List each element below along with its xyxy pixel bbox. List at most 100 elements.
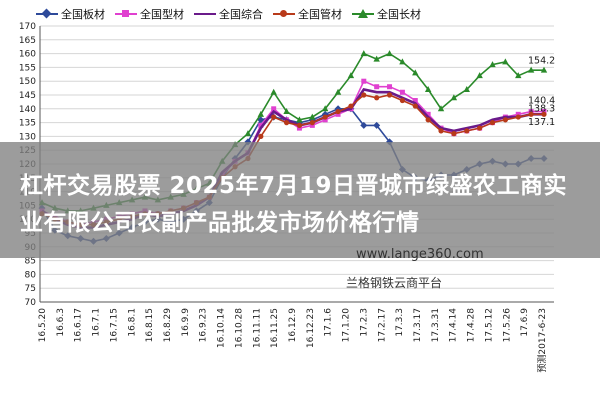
triangle-marker-icon <box>352 9 374 19</box>
data-point <box>476 72 483 79</box>
y-tick-label: 145 <box>19 91 36 101</box>
x-tick-label: 17.4.14 <box>449 308 459 343</box>
data-point <box>502 117 508 123</box>
legend-item-plate[interactable]: 全国板材 <box>36 6 105 22</box>
y-tick-label: 130 <box>19 132 36 142</box>
data-point <box>424 85 432 92</box>
data-point <box>361 78 367 84</box>
data-point <box>412 103 418 109</box>
line-marker-icon <box>194 9 216 19</box>
x-tick-label: 17.3.3 <box>395 308 405 337</box>
data-point <box>502 58 509 65</box>
x-tick-label: 17.3.31 <box>431 308 441 342</box>
x-tick-label: 16.9.23 <box>199 308 209 342</box>
data-point <box>244 130 252 137</box>
legend-item-composite[interactable]: 全国综合 <box>194 6 263 22</box>
x-tick-label: 16.7.1 <box>92 308 102 337</box>
data-point <box>399 89 405 95</box>
data-point <box>258 122 264 128</box>
x-tick-label: 16.11.11 <box>252 308 262 348</box>
data-point <box>348 103 354 109</box>
data-point <box>477 125 483 131</box>
x-tick-label: 17.1.6 <box>324 308 334 337</box>
chart-legend: 全国板材 全国型材 全国综合 全国管材 全国长材 <box>36 6 421 22</box>
data-point <box>541 111 547 117</box>
data-point <box>271 106 277 112</box>
data-point <box>296 122 303 128</box>
end-value-label: 140.4 <box>528 96 555 107</box>
data-point <box>322 114 328 120</box>
x-tick-label: 17.2.17 <box>377 308 387 342</box>
data-point <box>515 114 521 120</box>
data-point <box>386 50 393 57</box>
y-tick-label: 140 <box>19 105 36 115</box>
y-tick-label: 165 <box>19 36 36 46</box>
legend-item-long[interactable]: 全国长材 <box>352 6 421 22</box>
data-point <box>360 50 367 57</box>
data-point <box>309 122 315 128</box>
data-point <box>541 109 547 115</box>
data-point <box>321 105 329 112</box>
data-point <box>464 128 470 134</box>
end-value-label: 137.1 <box>528 117 555 128</box>
y-tick-label: 150 <box>19 77 36 87</box>
data-point <box>527 66 535 73</box>
x-tick-label: 16.6.17 <box>74 308 84 342</box>
data-point <box>528 111 534 117</box>
data-point <box>515 111 521 117</box>
x-tick-label: 17.5.12 <box>484 308 494 342</box>
data-point <box>257 110 265 117</box>
x-tick-label: 16.6.3 <box>56 308 66 337</box>
y-tick-label: 135 <box>19 119 36 129</box>
x-tick-label: 16.12.23 <box>306 308 316 348</box>
x-tick-label: 16.8.29 <box>163 308 173 343</box>
data-point <box>425 111 431 117</box>
x-tick-label: 17.4.28 <box>467 308 477 343</box>
x-tick-label: 17.3.17 <box>413 308 423 342</box>
data-point <box>258 133 264 139</box>
data-point <box>463 85 470 92</box>
data-point <box>373 55 380 62</box>
data-point <box>399 58 406 65</box>
data-point <box>361 92 367 98</box>
y-tick-label: 70 <box>25 298 37 308</box>
x-tick-label: 17.5.26 <box>502 308 512 343</box>
watermark-url: www.lange360.com <box>356 247 484 262</box>
x-tick-label: 16.10.14 <box>217 308 227 348</box>
x-tick-label: 16.5.20 <box>38 308 48 343</box>
y-tick-label: 80 <box>25 270 37 280</box>
data-point <box>335 111 341 117</box>
data-point <box>270 88 277 95</box>
diamond-marker-icon <box>36 9 58 19</box>
legend-item-section[interactable]: 全国型材 <box>115 6 184 22</box>
data-point <box>271 114 277 120</box>
data-point <box>489 120 496 126</box>
end-value-label: 154.2 <box>528 56 555 67</box>
data-point <box>489 61 496 68</box>
data-point <box>322 117 328 123</box>
headline-title[interactable]: 杠杆交易股票 2025年7月19日晋城市绿盛农工商实业有限公司农副产品批发市场价… <box>20 173 568 236</box>
end-value-label: 138.3 <box>528 103 555 114</box>
legend-item-pipe[interactable]: 全国管材 <box>273 6 342 22</box>
data-point <box>451 131 457 137</box>
headline-banner: 杠杆交易股票 2025年7月19日晋城市绿盛农工商实业有限公司农副产品批发市场价… <box>0 142 600 258</box>
data-point <box>437 105 445 112</box>
x-tick-label: 16.12.9 <box>288 308 298 343</box>
data-point <box>450 94 458 101</box>
data-point <box>283 120 290 126</box>
data-point <box>540 66 548 73</box>
y-tick-label: 160 <box>19 50 36 60</box>
y-tick-label: 75 <box>25 284 36 294</box>
data-point <box>386 92 393 98</box>
x-tick-label: 17.2.3 <box>359 308 369 337</box>
data-point <box>425 117 431 123</box>
x-tick-label: 16.7.15 <box>109 308 119 342</box>
square-marker-icon <box>115 9 137 19</box>
circle-marker-icon <box>273 9 295 19</box>
x-tick-label: 16.9.9 <box>181 308 191 337</box>
legend-label: 全国型材 <box>140 8 184 21</box>
data-point <box>374 84 380 90</box>
watermark-name: 兰格钢铁云商平台 <box>346 276 443 290</box>
x-tick-label: 16.8.1 <box>127 308 137 337</box>
data-point <box>335 108 341 115</box>
